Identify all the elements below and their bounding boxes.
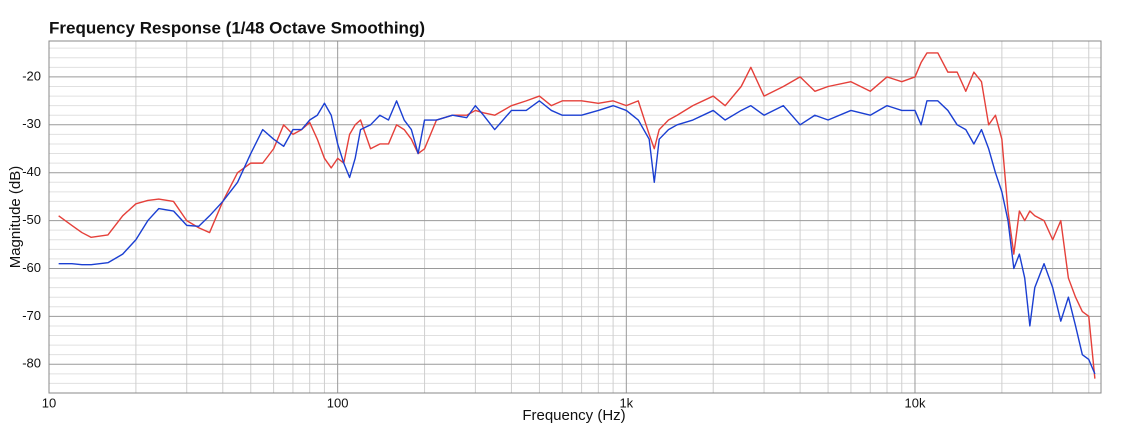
y-tick-label: -30 <box>22 116 41 131</box>
chart-title: Frequency Response (1/48 Octave Smoothin… <box>49 18 425 37</box>
x-tick-label: 1k <box>619 395 633 410</box>
plot-area <box>49 41 1101 393</box>
series-line <box>58 100 1096 375</box>
y-tick-label: -20 <box>22 68 41 83</box>
x-axis-label: Frequency (Hz) <box>522 407 625 424</box>
y-tick-label: -80 <box>22 356 41 371</box>
y-tick-label: -40 <box>22 164 41 179</box>
series-line <box>58 52 1096 379</box>
y-axis-label: Magnitude (dB) <box>7 166 24 269</box>
y-tick-label: -50 <box>22 212 41 227</box>
y-tick-label: -60 <box>22 260 41 275</box>
x-tick-label: 10k <box>904 395 925 410</box>
x-tick-label: 100 <box>327 395 349 410</box>
x-tick-label: 10 <box>42 395 56 410</box>
y-tick-label: -70 <box>22 308 41 323</box>
plot-border <box>48 40 1102 394</box>
